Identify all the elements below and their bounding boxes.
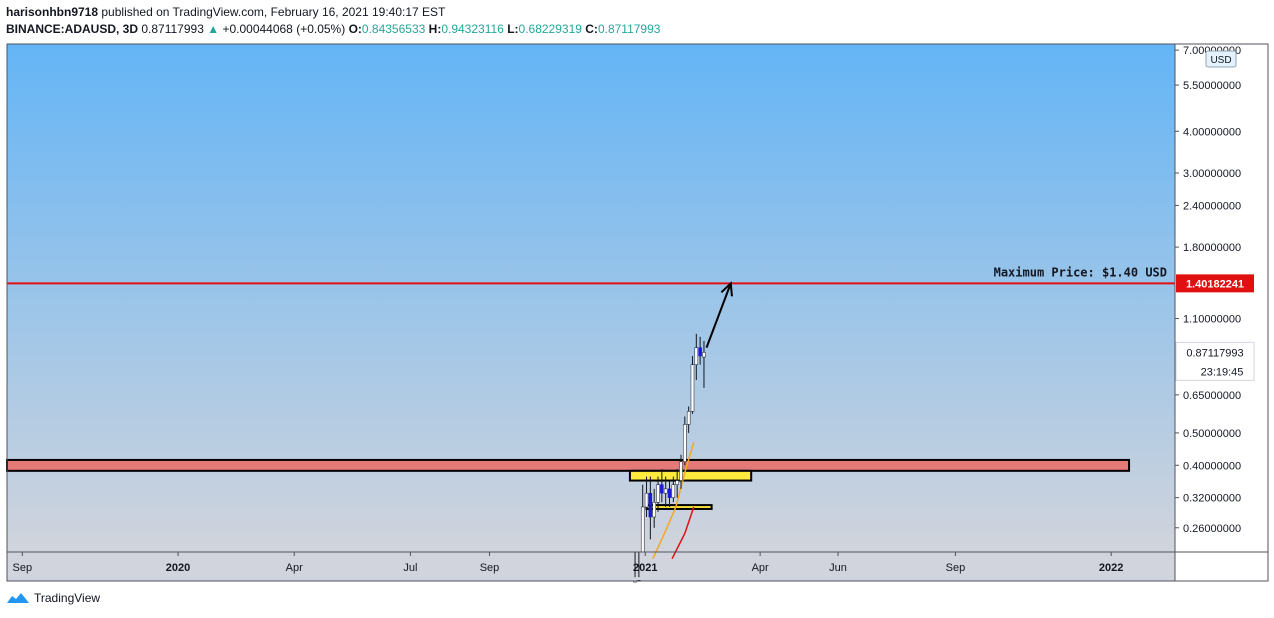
currency-badge (1205, 50, 1237, 68)
price-tick-label: 2.40000000 (1183, 200, 1241, 212)
low-label: L: (507, 22, 519, 36)
symbol-legend: BINANCE:ADAUSD, 3D 0.87117993 ▲ +0.00044… (6, 22, 660, 36)
candle-body (686, 411, 691, 425)
up-arrow-icon: ▲ (207, 22, 220, 36)
time-tick-label: Apr (286, 562, 303, 574)
max-price-axis-label (1176, 274, 1254, 293)
time-tick-label: Sep (13, 562, 33, 574)
footer: TradingView (6, 591, 100, 605)
candle-body (690, 364, 695, 412)
publish-date: published on TradingView.com, February 1… (101, 5, 446, 19)
close-value: 0.87117993 (597, 22, 661, 36)
last-price: 0.87117993 (141, 22, 204, 36)
publish-info: harisonhbn9718 published on TradingView.… (6, 5, 445, 19)
price-tick-label: 1.10000000 (1183, 314, 1241, 326)
candle-body (648, 492, 653, 518)
author-name[interactable]: harisonhbn9718 (6, 5, 99, 19)
open-label: O: (348, 22, 362, 36)
moving-average-0 (652, 441, 695, 560)
time-tick-label: 2022 (1099, 562, 1123, 574)
price-tick-label: 0.32000000 (1183, 493, 1241, 505)
time-tick-label: 2020 (166, 562, 190, 574)
last-price-axis-label (1175, 341, 1255, 381)
candle-body (671, 484, 676, 498)
price-tick-label: 4.00000000 (1183, 126, 1241, 138)
price-tick-label: 5.50000000 (1183, 80, 1241, 92)
candle-body (675, 480, 679, 485)
plot-background[interactable] (7, 44, 1175, 552)
open-value: 0.84356533 (361, 22, 426, 36)
time-tick-label: Sep (480, 562, 500, 574)
candle-body (698, 347, 702, 357)
price-tick-label: 0.65000000 (1183, 390, 1241, 402)
price-tick-label: 0.40000000 (1183, 460, 1241, 472)
price-axis-background[interactable] (1175, 44, 1268, 581)
currency-badge-label: USD (1210, 55, 1231, 66)
candle-body (694, 347, 699, 365)
candle-body (660, 484, 664, 494)
time-tick-label: Apr (752, 562, 769, 574)
low-value: 0.68229319 (518, 22, 582, 36)
candle-body (683, 424, 687, 462)
price-tick-label: 0.50000000 (1183, 428, 1241, 440)
time-tick-label: 2021 (633, 562, 657, 574)
price-tick-label: 1.80000000 (1183, 242, 1241, 254)
projection-arrow-head (720, 281, 733, 297)
candle-body (656, 484, 660, 503)
zone-2 (645, 504, 713, 510)
moving-average-1 (671, 506, 695, 560)
max-price-annotation: Maximum Price: $1.40 USD (994, 265, 1167, 279)
price-tick-label: 0.26000000 (1183, 523, 1241, 535)
symbol-name[interactable]: BINANCE:ADAUSD, 3D (6, 22, 139, 36)
high-label: H: (428, 22, 442, 36)
candle-body (663, 488, 668, 494)
price-change: +0.00044068 (+0.05%) (222, 22, 346, 36)
price-tick-label: 3.00000000 (1183, 168, 1241, 180)
tradingview-logo-icon[interactable] (6, 591, 30, 605)
time-tick-label: Jul (403, 562, 417, 574)
candle-body (640, 506, 645, 553)
max-price-axis-text: 1.40182241 (1186, 278, 1244, 290)
close-label: C: (585, 22, 598, 36)
countdown-timer: 23:19:45 (1201, 366, 1244, 378)
time-tick-label: Jun (829, 562, 847, 574)
chart-frame (6, 43, 1269, 582)
brand-name[interactable]: TradingView (34, 591, 101, 605)
last-price-axis-text: 0.87117993 (1186, 347, 1243, 359)
candle-body (702, 352, 706, 358)
zone-1 (628, 469, 753, 482)
candle-body (644, 492, 649, 508)
candle-body (679, 461, 683, 481)
time-tick-label: Sep (946, 562, 966, 574)
zone-0 (6, 458, 1131, 472)
candle-body (667, 488, 672, 498)
time-axis-background[interactable] (7, 552, 1175, 581)
projection-arrow-line (705, 283, 732, 348)
candle-body (652, 502, 656, 518)
high-value: 0.94323116 (441, 22, 504, 36)
